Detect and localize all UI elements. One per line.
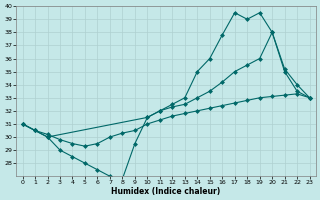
X-axis label: Humidex (Indice chaleur): Humidex (Indice chaleur): [111, 187, 221, 196]
